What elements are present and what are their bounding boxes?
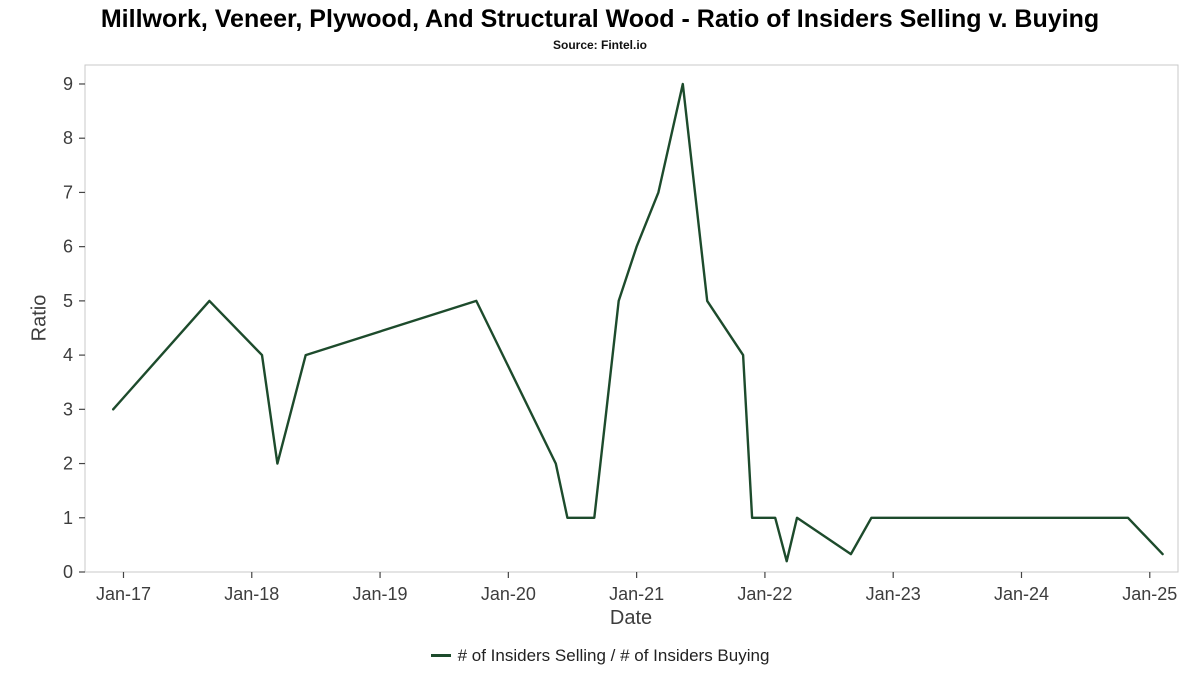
series-line [111, 82, 1164, 563]
x-tick-label: Jan-18 [224, 584, 279, 604]
x-tick-label: Jan-24 [994, 584, 1049, 604]
y-axis-title: Ratio [28, 294, 51, 342]
chart-title: Millwork, Veneer, Plywood, And Structura… [100, 5, 1100, 33]
y-tick-label: 0 [63, 562, 73, 582]
y-tick-label: 6 [63, 237, 73, 257]
plot-border [84, 64, 1179, 573]
y-tick-label: 4 [63, 345, 73, 365]
x-tick-label: Jan-25 [1122, 584, 1177, 604]
y-tick-label: 1 [63, 508, 73, 528]
x-tick-label: Jan-20 [481, 584, 536, 604]
x-tick-label: Jan-23 [866, 584, 921, 604]
y-tick-label: 3 [63, 399, 73, 419]
x-tick-label: Jan-22 [737, 584, 792, 604]
legend-line-swatch [430, 653, 451, 657]
y-tick-label: 2 [63, 454, 73, 474]
y-tick-label: 7 [63, 182, 73, 202]
x-axis-title: Date [609, 607, 653, 629]
legend-label: # of Insiders Selling / # of Insiders Bu… [457, 646, 770, 665]
x-tick-label: Jan-21 [609, 584, 664, 604]
x-tick-label: Jan-19 [353, 584, 408, 604]
y-tick-label: 8 [63, 128, 73, 148]
chart-source: Source: Fintel.io [552, 38, 647, 52]
y-tick-label: 9 [63, 74, 73, 94]
x-tick-label: Jan-17 [96, 584, 151, 604]
y-tick-label: 5 [63, 291, 73, 311]
legend: # of Insiders Selling / # of Insiders Bu… [0, 646, 1200, 666]
